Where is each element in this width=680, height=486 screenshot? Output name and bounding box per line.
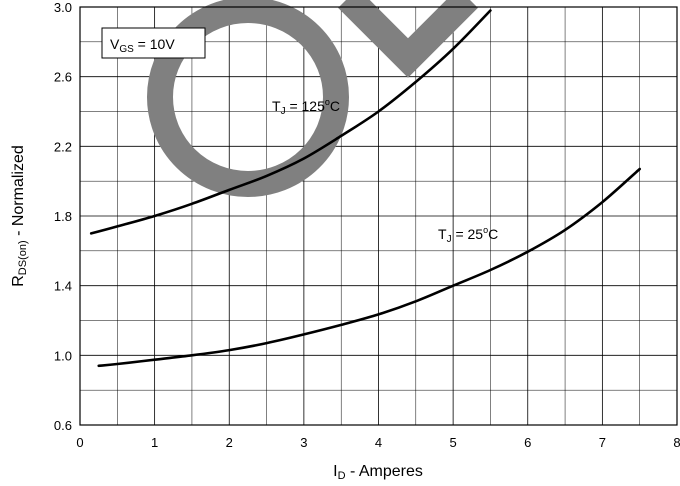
x-tick-label: 7 [599, 435, 606, 450]
y-axis-label: RDS(on) - Normalized [10, 145, 29, 287]
y-tick-label: 2.2 [54, 139, 72, 154]
x-tick-label: 2 [226, 435, 233, 450]
x-axis-label: ID - Amperes [333, 463, 423, 482]
x-tick-label: 4 [375, 435, 382, 450]
series-line-125c [89, 9, 492, 235]
y-tick-label: 1.0 [54, 348, 72, 363]
y-tick-label: 1.8 [54, 209, 72, 224]
y-tick-label: 3.0 [54, 0, 72, 15]
y-tick-label: 0.6 [54, 418, 72, 433]
series-label-25c: TJ = 25oC [438, 225, 498, 245]
condition-box: VGS = 10V [101, 27, 206, 59]
x-tick-label: 6 [524, 435, 531, 450]
x-tick-label: 8 [673, 435, 680, 450]
x-tick-label: 0 [76, 435, 83, 450]
grid [80, 7, 677, 425]
series-label-125c: TJ = 125oC [272, 97, 340, 117]
watermark-check [338, 0, 478, 78]
x-tick-label: 1 [151, 435, 158, 450]
plot-border [79, 6, 678, 426]
series-line-25c [97, 167, 641, 368]
x-tick-label: 5 [450, 435, 457, 450]
y-tick-label: 1.4 [54, 279, 72, 294]
tick-labels: 0 1 2 3 4 5 6 7 8 0.6 1.0 1.4 1.8 2.2 2.6 3.0 [54, 0, 680, 450]
x-tick-label: 3 [300, 435, 307, 450]
series-group [89, 9, 641, 368]
condition-box-label: VGS = 10V [110, 36, 175, 55]
y-tick-label: 2.6 [54, 70, 72, 85]
